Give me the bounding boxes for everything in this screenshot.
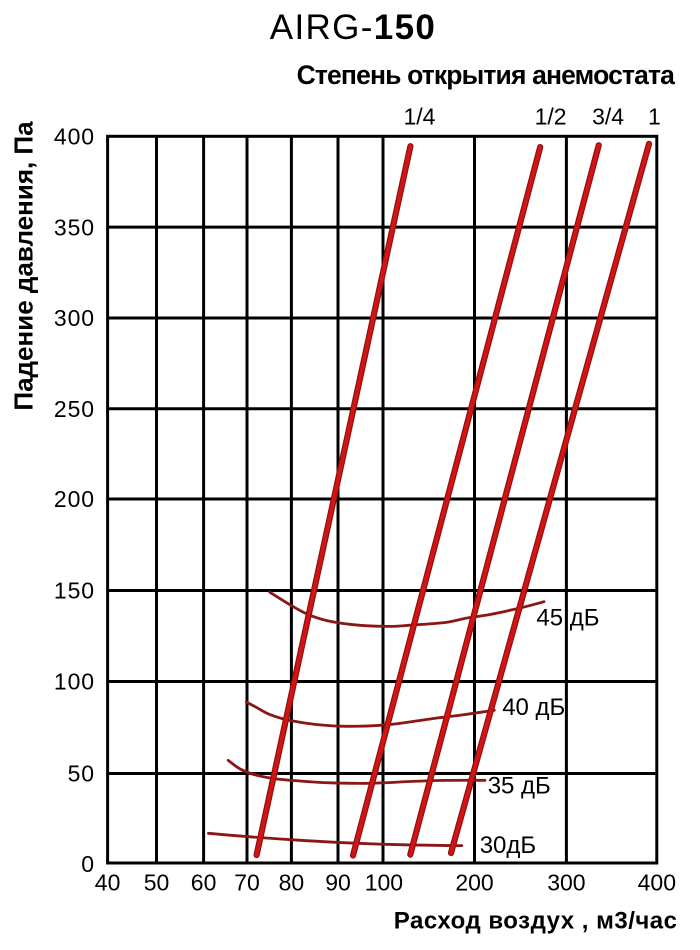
svg-text:400: 400	[638, 869, 676, 895]
svg-text:100: 100	[365, 869, 403, 895]
svg-text:50: 50	[68, 761, 95, 787]
svg-text:3/4: 3/4	[592, 103, 624, 129]
svg-text:300: 300	[54, 305, 95, 331]
svg-text:150: 150	[54, 578, 95, 604]
svg-text:35 дБ: 35 дБ	[488, 773, 551, 800]
svg-text:1: 1	[648, 103, 661, 129]
svg-text:50: 50	[144, 869, 170, 895]
svg-text:AIRG-150: AIRG-150	[270, 8, 436, 47]
svg-text:1/4: 1/4	[404, 103, 436, 129]
svg-text:200: 200	[455, 869, 493, 895]
svg-text:90: 90	[325, 869, 351, 895]
svg-text:100: 100	[54, 669, 95, 695]
svg-text:Расход воздух , м3/час: Расход воздух , м3/час	[394, 908, 678, 935]
svg-text:0: 0	[81, 851, 95, 877]
svg-text:60: 60	[191, 869, 217, 895]
svg-text:200: 200	[54, 486, 95, 512]
svg-text:1/2: 1/2	[535, 103, 567, 129]
svg-text:70: 70	[234, 869, 260, 895]
svg-text:Падение давления, Па: Падение давления, Па	[9, 121, 39, 411]
svg-text:400: 400	[54, 124, 95, 150]
svg-text:250: 250	[54, 396, 95, 422]
svg-text:40: 40	[95, 869, 121, 895]
svg-text:350: 350	[54, 214, 95, 240]
svg-text:80: 80	[279, 869, 305, 895]
svg-text:45 дБ: 45 дБ	[536, 605, 599, 632]
svg-text:Степень открытия анемостата: Степень открытия анемостата	[297, 60, 675, 90]
svg-text:300: 300	[547, 869, 585, 895]
svg-text:40 дБ: 40 дБ	[502, 694, 565, 721]
svg-text:30дБ: 30дБ	[480, 832, 536, 859]
